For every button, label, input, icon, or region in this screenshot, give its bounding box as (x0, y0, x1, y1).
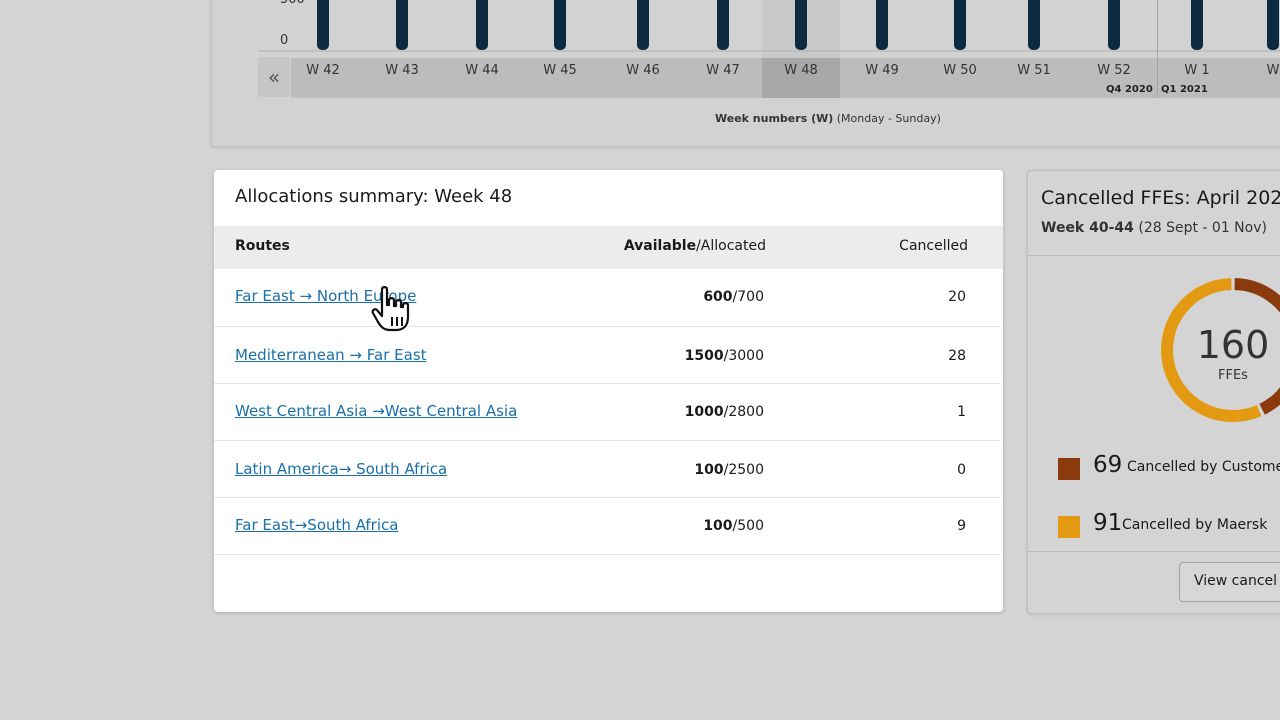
donut-total: 160 (1196, 323, 1270, 367)
week-label[interactable]: W 52 (1097, 63, 1131, 78)
available-allocated: 1000/2800 (685, 404, 764, 420)
available-value: 100 (694, 462, 724, 478)
subtitle-weeks: Week 40-44 (1041, 220, 1134, 236)
cancelled-value: 9 (957, 518, 966, 534)
legend-swatch (1058, 516, 1080, 538)
available-value: 100 (703, 518, 733, 534)
allocated-value: /2800 (723, 404, 764, 420)
available-value: 1500 (684, 348, 724, 364)
legend-swatch (1058, 458, 1080, 480)
selected-week-highlight[interactable] (762, 58, 840, 98)
chart-bar[interactable] (1108, 0, 1120, 50)
week-label[interactable]: W 1 (1184, 63, 1210, 78)
route-link[interactable]: Far East→South Africa (235, 516, 399, 534)
table-row: Latin America→ South Africa 100/2500 0 (214, 441, 1001, 498)
week-label[interactable]: W 46 (626, 63, 660, 78)
bar-group (317, 0, 1279, 50)
quarter-divider (1157, 0, 1158, 98)
cancelled-value: 1 (957, 404, 966, 420)
cancelled-donut-chart (1161, 278, 1280, 422)
chart-bar[interactable] (1191, 0, 1203, 50)
weekly-bar-chart (258, 0, 1280, 52)
chart-bar[interactable] (717, 0, 729, 50)
chart-bar[interactable] (637, 0, 649, 50)
table-row: West Central Asia →West Central Asia 100… (214, 384, 1001, 441)
chart-bar[interactable] (554, 0, 566, 50)
week-label[interactable]: W 51 (1017, 63, 1051, 78)
donut-segment (1234, 278, 1280, 415)
week-label[interactable]: W 42 (306, 63, 340, 78)
header-allocated: /Allocated (696, 238, 766, 254)
view-cancellations-button[interactable]: View cancel (1179, 562, 1280, 602)
table-row: Far East→South Africa 100/500 9 (214, 498, 1001, 555)
subtitle-dates: (28 Sept - 01 Nov) (1133, 220, 1267, 236)
week-label[interactable]: W (1266, 63, 1280, 78)
legend-count: 91 (1093, 510, 1123, 536)
header-routes: Routes (235, 238, 290, 254)
week-label[interactable]: W 49 (865, 63, 899, 78)
chart-bar[interactable] (476, 0, 488, 50)
cancelled-value: 20 (948, 289, 966, 305)
allocated-value: /700 (732, 289, 764, 305)
quarter-label-q4-2020: Q4 2020 (1106, 84, 1153, 95)
available-value: 600 (703, 289, 733, 305)
allocations-title: Allocations summary: Week 48 (235, 186, 513, 207)
allocations-table-header: Routes Available/Allocated Cancelled (214, 226, 1003, 269)
y-tick-500: 500 (280, 0, 305, 7)
table-row: Mediterranean → Far East 1500/3000 28 (214, 327, 1001, 384)
cancelled-value: 28 (948, 348, 966, 364)
donut-segment (1161, 278, 1262, 422)
week-label[interactable]: W 50 (943, 63, 977, 78)
chart-bar[interactable] (1267, 0, 1279, 50)
quarter-label-q1-2021: Q1 2021 (1161, 84, 1208, 95)
header-available-allocated: Available/Allocated (624, 238, 766, 254)
allocations-summary-card: Allocations summary: Week 48 Routes Avai… (214, 170, 1003, 612)
cancelled-ffes-title: Cancelled FFEs: April 2021 (1041, 187, 1280, 209)
route-link[interactable]: Mediterranean → Far East (235, 346, 427, 364)
available-allocated: 100/2500 (694, 462, 764, 478)
available-allocated: 100/500 (703, 518, 764, 534)
donut-segments (1161, 278, 1280, 422)
x-axis-caption-rest: (Monday - Sunday) (833, 112, 941, 125)
chart-bar[interactable] (1028, 0, 1040, 50)
x-axis-caption: Week numbers (W) (Monday - Sunday) (715, 112, 941, 125)
hand-pointer-cursor-icon (371, 286, 410, 332)
chart-bar[interactable] (795, 0, 807, 50)
allocated-value: /2500 (723, 462, 764, 478)
chart-bar[interactable] (396, 0, 408, 50)
legend-label: Cancelled by Custome (1127, 459, 1280, 475)
week-label[interactable]: W 48 (784, 63, 818, 78)
donut-unit: FFEs (1218, 368, 1248, 383)
week-label[interactable]: W 43 (385, 63, 419, 78)
week-label[interactable]: W 44 (465, 63, 499, 78)
chart-bar[interactable] (954, 0, 966, 50)
week-label[interactable]: W 45 (543, 63, 577, 78)
legend-count: 69 (1093, 452, 1123, 478)
route-link[interactable]: Far East → North Europe (235, 287, 417, 305)
available-allocated: 600/700 (703, 289, 764, 305)
available-allocated: 1500/3000 (685, 348, 764, 364)
collapse-button[interactable]: « (258, 57, 290, 97)
allocated-value: /500 (732, 518, 764, 534)
table-row: Far East → North Europe 600/700 20 (214, 269, 1001, 327)
header-cancelled: Cancelled (899, 238, 968, 254)
chart-bar[interactable] (876, 0, 888, 50)
cancelled-value: 0 (957, 462, 966, 478)
y-tick-0: 0 (280, 33, 289, 48)
week-label[interactable]: W 47 (706, 63, 740, 78)
route-link[interactable]: West Central Asia →West Central Asia (235, 402, 518, 420)
cancelled-ffes-subtitle: Week 40-44 (28 Sept - 01 Nov) (1041, 220, 1267, 236)
available-value: 1000 (684, 404, 724, 420)
allocated-value: /3000 (723, 348, 764, 364)
divider (1028, 255, 1280, 256)
chart-bar[interactable] (317, 0, 329, 50)
x-axis-caption-bold: Week numbers (W) (715, 112, 834, 125)
double-chevron-left-icon: « (267, 65, 281, 89)
header-available: Available (623, 238, 697, 254)
legend-label: Cancelled by Maersk (1122, 517, 1268, 533)
route-link[interactable]: Latin America→ South Africa (235, 460, 448, 478)
divider (1028, 551, 1280, 552)
cancelled-ffes-card: Cancelled FFEs: April 2021 Week 40-44 (2… (1027, 170, 1280, 614)
